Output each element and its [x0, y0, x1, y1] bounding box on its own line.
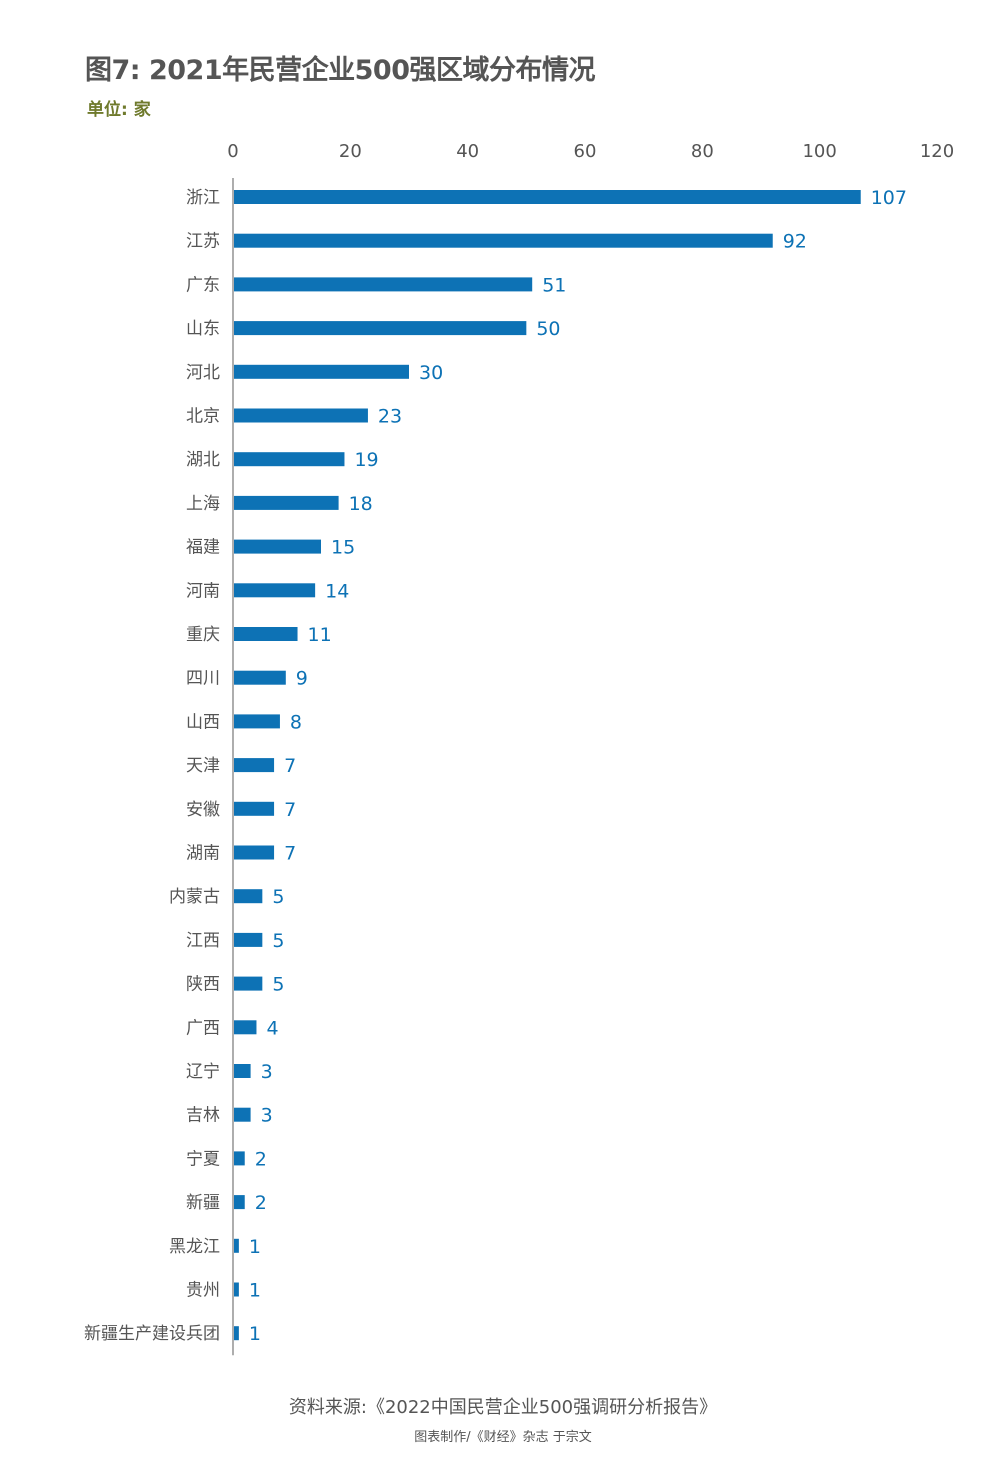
data-label: 107 — [871, 187, 907, 209]
data-label: 14 — [325, 580, 349, 602]
category-label: 宁夏 — [186, 1149, 220, 1169]
category-label: 山西 — [186, 712, 220, 732]
chart-title: 图7: 2021年民营企业500强区域分布情况 — [85, 55, 596, 86]
category-label: 北京 — [186, 407, 220, 427]
unit-label: 单位: 家 — [87, 100, 151, 120]
x-tick-label: 60 — [574, 141, 597, 162]
category-label: 陕西 — [186, 975, 220, 995]
category-label: 河南 — [186, 581, 220, 601]
data-label: 2 — [255, 1148, 267, 1170]
bar — [234, 714, 280, 729]
category-label: 广西 — [186, 1018, 220, 1038]
category-label: 重庆 — [186, 625, 220, 645]
data-label: 7 — [284, 843, 296, 865]
x-tick-label: 20 — [339, 141, 362, 162]
bar — [234, 364, 409, 379]
category-label: 天津 — [186, 756, 220, 776]
bar — [234, 976, 263, 991]
category-label: 浙江 — [186, 188, 220, 208]
data-label: 9 — [296, 668, 308, 690]
bar — [234, 495, 339, 510]
bar — [234, 1238, 239, 1253]
bar — [234, 190, 861, 204]
bar — [234, 1151, 245, 1166]
category-label: 吉林 — [186, 1106, 220, 1126]
bar — [234, 845, 275, 860]
category-label: 广东 — [186, 275, 220, 295]
category-label: 新疆 — [186, 1193, 220, 1213]
bar — [234, 1064, 251, 1078]
x-tick-label: 100 — [802, 141, 836, 162]
category-label: 湖南 — [186, 844, 220, 864]
x-tick-label: 0 — [227, 141, 238, 162]
category-label: 上海 — [186, 494, 220, 514]
data-label: 19 — [354, 449, 378, 471]
category-label: 内蒙古 — [169, 887, 220, 907]
category-label: 四川 — [186, 669, 220, 689]
bar — [234, 801, 275, 816]
category-label: 山东 — [186, 319, 220, 339]
bar — [234, 627, 298, 641]
category-label: 福建 — [186, 538, 220, 558]
bar — [234, 670, 286, 685]
category-label: 新疆生产建设兵团 — [84, 1324, 220, 1344]
data-label: 3 — [261, 1061, 273, 1083]
bar — [234, 233, 773, 248]
x-tick-label: 80 — [691, 141, 714, 162]
bar — [234, 277, 533, 292]
data-label: 51 — [542, 274, 566, 296]
credit-note: 图表制作/《财经》杂志 于宗文 — [414, 1430, 592, 1445]
data-label: 23 — [378, 406, 402, 428]
data-label: 4 — [266, 1017, 278, 1039]
bar — [234, 1020, 257, 1035]
bar — [234, 932, 263, 947]
data-label: 7 — [284, 799, 296, 821]
category-label: 河北 — [186, 363, 220, 383]
data-label: 11 — [308, 624, 332, 646]
category-label: 黑龙江 — [169, 1237, 220, 1257]
category-label: 湖北 — [186, 450, 220, 470]
bar — [234, 539, 321, 554]
data-label: 5 — [272, 886, 284, 908]
bar — [234, 1195, 245, 1210]
bar — [234, 452, 345, 467]
x-tick-label: 40 — [456, 141, 479, 162]
bar — [234, 1107, 251, 1122]
category-label: 辽宁 — [186, 1062, 220, 1082]
data-label: 1 — [249, 1236, 261, 1258]
category-label: 安徽 — [186, 800, 220, 820]
bar — [234, 1282, 239, 1297]
data-label: 30 — [419, 362, 443, 384]
category-label: 江西 — [186, 931, 220, 951]
data-label: 1 — [249, 1323, 261, 1345]
data-label: 15 — [331, 537, 355, 559]
bar — [234, 408, 368, 423]
source-note: 资料来源:《2022中国民营企业500强调研分析报告》 — [288, 1397, 718, 1418]
bar — [234, 1326, 239, 1341]
data-label: 3 — [261, 1105, 273, 1127]
data-label: 1 — [249, 1280, 261, 1302]
bar — [234, 321, 527, 336]
data-label: 92 — [783, 231, 807, 253]
bar — [234, 889, 263, 904]
category-label: 江苏 — [186, 232, 220, 252]
x-tick-label: 120 — [920, 141, 954, 162]
data-label: 7 — [284, 755, 296, 777]
data-label: 50 — [536, 318, 560, 340]
category-label: 贵州 — [186, 1281, 220, 1301]
data-label: 18 — [349, 493, 373, 515]
data-label: 2 — [255, 1192, 267, 1214]
data-label: 8 — [290, 711, 302, 733]
bar — [234, 758, 275, 773]
data-label: 5 — [272, 974, 284, 996]
bar — [234, 583, 316, 598]
data-label: 5 — [272, 930, 284, 952]
